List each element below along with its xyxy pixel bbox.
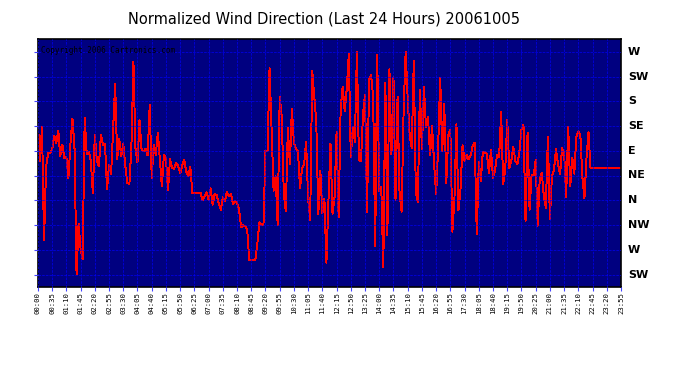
Text: SW: SW — [628, 72, 648, 81]
Text: Copyright 2006 Cartronics.com: Copyright 2006 Cartronics.com — [41, 46, 175, 55]
Text: W: W — [628, 47, 640, 57]
Text: W: W — [628, 245, 640, 255]
Text: S: S — [628, 96, 636, 106]
Text: SE: SE — [628, 121, 644, 131]
Text: E: E — [628, 146, 635, 156]
Text: SW: SW — [628, 270, 648, 279]
Text: NE: NE — [628, 171, 645, 180]
Text: NW: NW — [628, 220, 649, 230]
Text: N: N — [628, 195, 637, 205]
Text: Normalized Wind Direction (Last 24 Hours) 20061005: Normalized Wind Direction (Last 24 Hours… — [128, 11, 520, 26]
